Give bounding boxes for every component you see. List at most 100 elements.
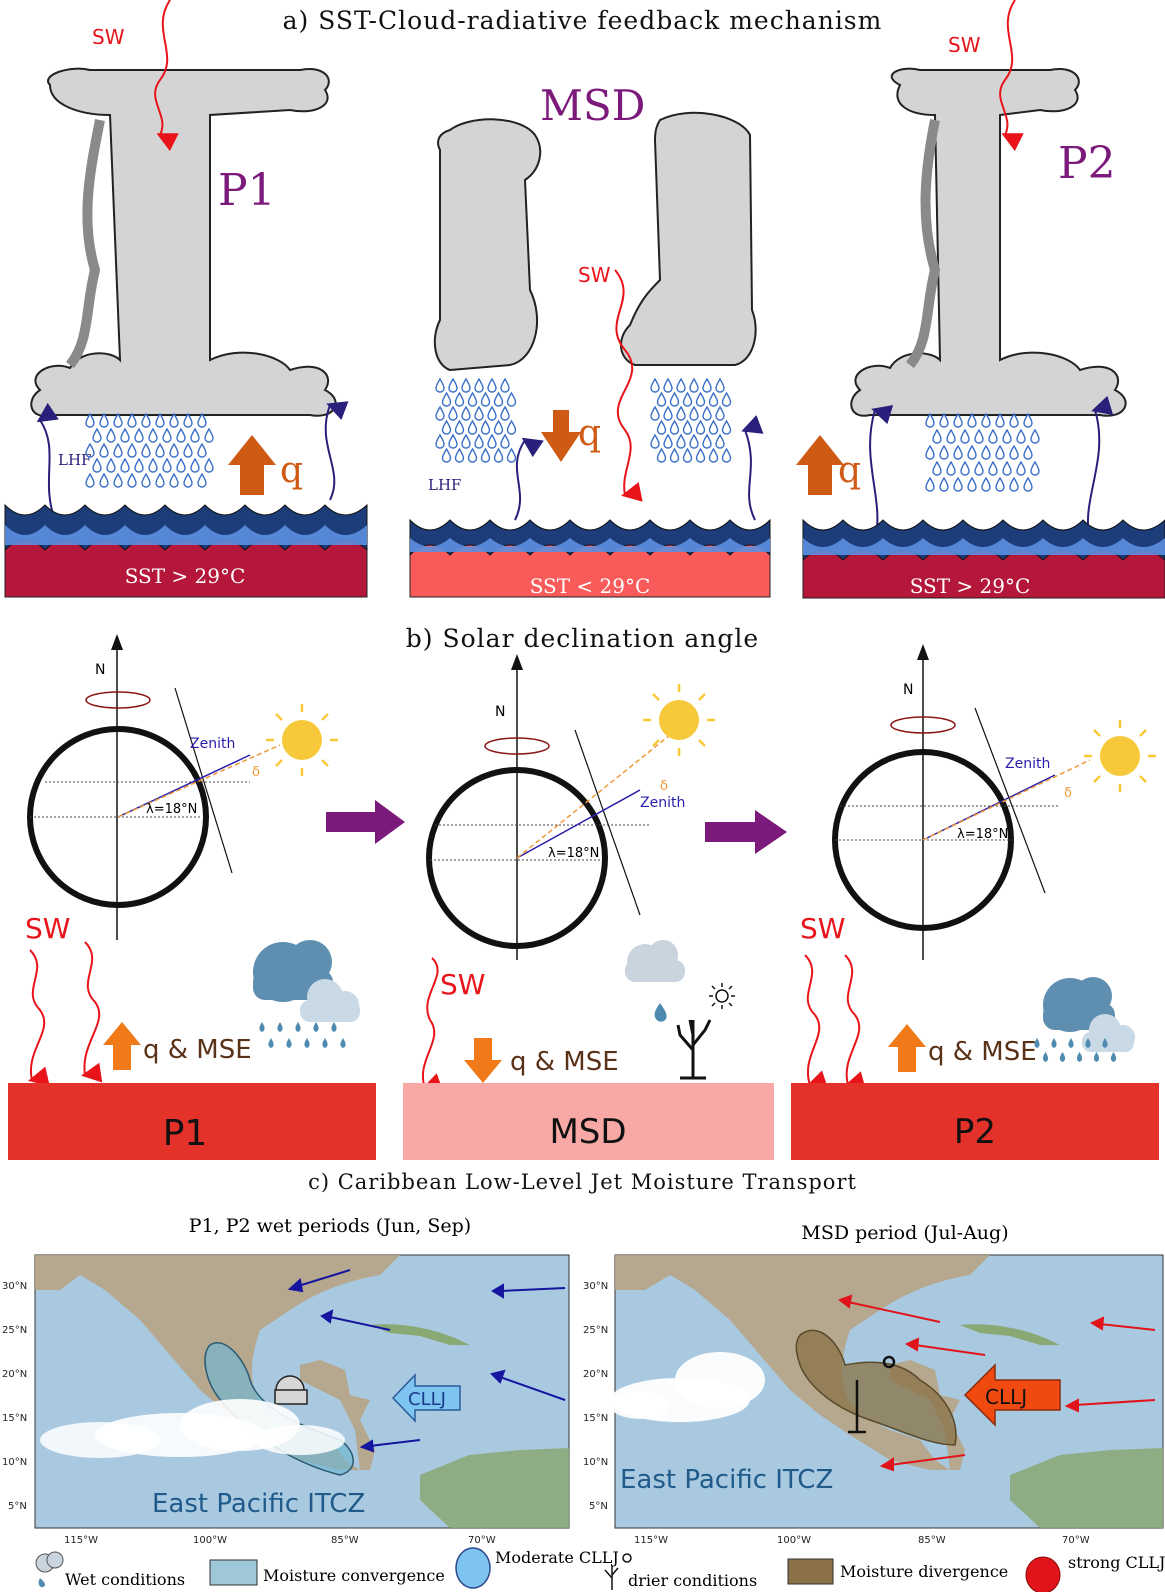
raindrop bbox=[932, 461, 942, 476]
q-mse-down-arrow bbox=[464, 1038, 502, 1083]
lhf-arrow-right-p1 bbox=[324, 401, 349, 501]
raindrop bbox=[960, 429, 970, 444]
q-mse-up-arrow-3 bbox=[888, 1024, 926, 1072]
raindrop bbox=[120, 428, 130, 443]
q-mse-label-1: q & MSE bbox=[143, 1035, 252, 1065]
raindrop bbox=[1023, 445, 1033, 460]
raindrop bbox=[493, 448, 504, 463]
lat-tick-15n-left: 15°N bbox=[2, 1413, 27, 1424]
raindrop bbox=[695, 420, 706, 435]
raindrop bbox=[500, 434, 510, 449]
p2-label-a: P2 bbox=[1058, 138, 1116, 189]
raindrop bbox=[1023, 477, 1033, 492]
raindrop bbox=[127, 473, 137, 488]
legend-divergence-label: Moisture divergence bbox=[840, 1562, 1008, 1581]
lat-tick-20n-right: 20°N bbox=[583, 1369, 608, 1380]
raindrop bbox=[663, 406, 673, 421]
raindrop bbox=[932, 429, 942, 444]
raindrop bbox=[197, 443, 207, 458]
raindrop bbox=[183, 443, 193, 458]
sw-label-b3: SW bbox=[800, 912, 845, 945]
raindrop bbox=[708, 448, 719, 463]
delta-label-1: δ bbox=[252, 765, 260, 780]
raindrop bbox=[340, 1038, 346, 1048]
raindrop bbox=[1016, 461, 1026, 476]
sun-icon-2 bbox=[641, 682, 717, 758]
rain-cloud-icon-1 bbox=[253, 940, 360, 1022]
raindrop bbox=[85, 473, 95, 488]
raindrop bbox=[134, 428, 144, 443]
raindrop bbox=[708, 420, 719, 435]
cuba-right bbox=[960, 1324, 1060, 1345]
lat-tick-5n-right: 5°N bbox=[589, 1501, 608, 1512]
raindrop bbox=[1030, 461, 1040, 476]
raindrop bbox=[925, 477, 935, 492]
raindrop bbox=[702, 378, 712, 393]
lat-tick-10n-left: 10°N bbox=[2, 1457, 27, 1468]
raindrop bbox=[92, 428, 102, 443]
legend-moderate-label: Moderate CLLJ bbox=[495, 1548, 619, 1567]
raindrop bbox=[474, 434, 484, 449]
raindrop bbox=[650, 378, 660, 393]
raindrop bbox=[461, 434, 471, 449]
raindrop bbox=[148, 458, 158, 473]
raindrop bbox=[99, 473, 109, 488]
raindrop bbox=[162, 458, 172, 473]
q-up-arrow-p2 bbox=[796, 435, 844, 495]
raindrop bbox=[295, 1022, 301, 1032]
legend-divergence-swatch bbox=[787, 1558, 834, 1585]
raindrop bbox=[500, 406, 510, 421]
legend-convergence-label: Moisture convergence bbox=[263, 1566, 445, 1585]
legend-drier-label: drier conditions bbox=[628, 1571, 757, 1590]
raindrop bbox=[1110, 1052, 1117, 1062]
cloud-icon-left-map bbox=[274, 1375, 308, 1405]
raindrop bbox=[441, 420, 452, 435]
raindrop bbox=[1016, 429, 1026, 444]
raindrop bbox=[120, 458, 130, 473]
lhf-arrow-left-p2 bbox=[869, 405, 894, 541]
raindrop bbox=[113, 443, 123, 458]
cllj-label-left: CLLJ bbox=[408, 1389, 446, 1410]
raindrop bbox=[461, 406, 471, 421]
raindrop bbox=[1076, 1052, 1083, 1062]
legend-strong-swatch bbox=[1025, 1556, 1061, 1592]
surface-label-p1: P1 bbox=[163, 1113, 208, 1154]
raindrop bbox=[493, 392, 504, 407]
raindrop bbox=[650, 434, 660, 449]
raindrop bbox=[995, 445, 1005, 460]
raindrop bbox=[676, 378, 686, 393]
cloud-msd-left bbox=[433, 118, 542, 372]
lat-ticks-right: 30°N 25°N 20°N 15°N 10°N 5°N bbox=[583, 1281, 608, 1512]
raindrop bbox=[155, 473, 165, 488]
legend: Wet conditions Moisture convergence Mode… bbox=[35, 1547, 1165, 1592]
raindrop bbox=[92, 458, 102, 473]
raindrop bbox=[988, 429, 998, 444]
raindrop bbox=[106, 458, 116, 473]
raindrop bbox=[715, 406, 725, 421]
raindrop bbox=[487, 378, 497, 393]
surface-label-p2: P2 bbox=[954, 1112, 996, 1152]
raindrop bbox=[702, 434, 712, 449]
cumulonimbus-cloud-p1 bbox=[30, 67, 337, 417]
raindrop bbox=[155, 443, 165, 458]
raindrop bbox=[1030, 429, 1040, 444]
raindrop bbox=[506, 392, 517, 407]
lhf-arrow-left-p1 bbox=[36, 402, 59, 521]
lhf-arrow-right-p2 bbox=[1086, 395, 1114, 541]
raindrop bbox=[487, 406, 497, 421]
raindrop bbox=[1085, 1038, 1091, 1048]
panel-c-title: c) Caribbean Low-Level Jet Moisture Tran… bbox=[308, 1170, 857, 1194]
globe-msd: N Zenith δ λ=18°N bbox=[426, 654, 717, 960]
surface-block-p1 bbox=[8, 1083, 376, 1160]
lat-tick-10n-right: 10°N bbox=[583, 1457, 608, 1468]
raindrop bbox=[689, 378, 699, 393]
q-mse-label-2: q & MSE bbox=[510, 1047, 619, 1077]
legend-drier-icon bbox=[604, 1553, 632, 1590]
raindrop bbox=[467, 448, 478, 463]
lat-tick-15n-right: 15°N bbox=[583, 1413, 608, 1424]
raindrop bbox=[663, 434, 673, 449]
raindrop bbox=[702, 406, 712, 421]
q-mse-label-3: q & MSE bbox=[928, 1037, 1037, 1067]
raindrop bbox=[669, 420, 680, 435]
